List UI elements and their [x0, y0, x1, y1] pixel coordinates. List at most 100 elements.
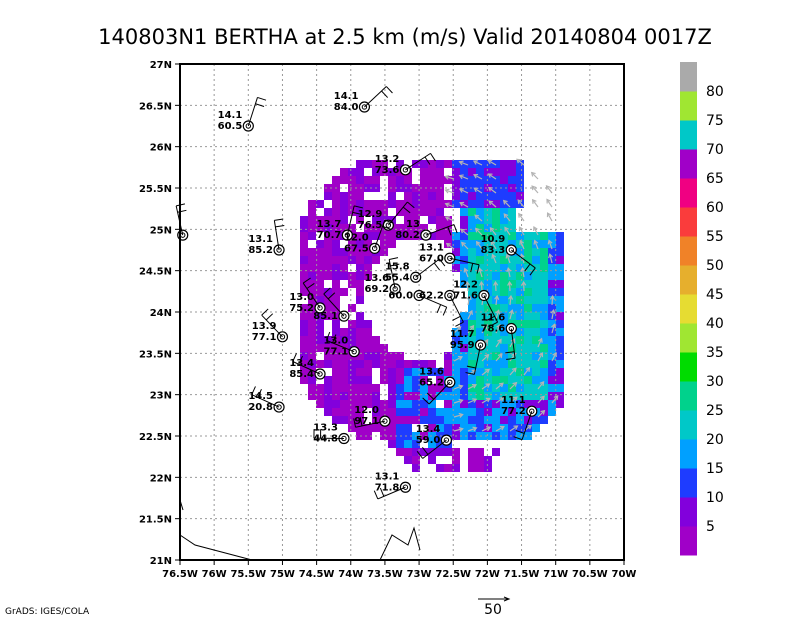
field-cell [420, 416, 428, 424]
wind-barb [326, 339, 355, 353]
wind-vector-head [482, 324, 488, 330]
field-cell [476, 296, 484, 304]
field-cell [492, 304, 500, 312]
field-cell [476, 304, 484, 312]
wind-vector [537, 410, 545, 418]
field-cell [500, 328, 508, 336]
x-tick-label: 71W [543, 569, 568, 580]
field-cell [356, 240, 364, 248]
field-cell [500, 256, 508, 264]
field-cell [332, 400, 340, 408]
y-tick-label: 26N [150, 143, 172, 154]
field-cell [532, 416, 540, 424]
y-tick-label: 22.5N [139, 432, 172, 443]
field-cell [476, 264, 484, 272]
y-tick-label: 23N [150, 391, 172, 402]
field-cell [516, 288, 524, 296]
station-label-top: 13.3 [313, 422, 338, 433]
field-cell [484, 296, 492, 304]
field-cell [484, 216, 492, 224]
field-cell [396, 360, 404, 368]
wind-vector [533, 226, 539, 236]
colorbar-label: 30 [706, 374, 724, 390]
field-cell [452, 192, 460, 200]
wind-barb [292, 361, 321, 375]
field-cell [524, 392, 532, 400]
wind-barb-flag [439, 258, 446, 267]
station-marker: 13.075.2 [289, 277, 326, 314]
field-cell [396, 440, 404, 448]
field-cell [492, 208, 500, 216]
field-cell [364, 232, 372, 240]
field-cell [340, 376, 348, 384]
field-cell [516, 368, 524, 376]
wind-vector-head [460, 228, 466, 234]
field-cell [452, 248, 460, 256]
field-cell [524, 288, 532, 296]
wind-vector [467, 296, 471, 306]
wind-vector [478, 268, 483, 278]
wind-barb-flag [352, 211, 362, 215]
y-tick-label: 25.5N [139, 184, 172, 195]
field-cell [556, 256, 564, 264]
wind-vector [487, 159, 497, 166]
station-circle-inner [276, 404, 282, 410]
field-cell [324, 360, 332, 368]
field-cell [300, 272, 308, 280]
field-cell [308, 232, 316, 240]
y-tick-label: 24.5N [139, 267, 172, 278]
wind-vector-head [553, 395, 559, 401]
field-cell [428, 424, 436, 432]
field-cell [484, 272, 492, 280]
station-marker: 11.795.9 [450, 329, 487, 375]
field-cell [444, 448, 452, 456]
field-cell [468, 400, 476, 408]
station-marker: 13.273.6 [375, 152, 436, 176]
wind-barb [364, 86, 387, 108]
wind-barb-flag [385, 86, 393, 94]
field-cell [372, 168, 380, 176]
wind-vector [495, 324, 501, 334]
field-cell [372, 336, 380, 344]
wind-vector [548, 240, 553, 250]
field-cell [300, 328, 308, 336]
station-circle-inner [423, 232, 429, 238]
wind-vector-head [472, 160, 478, 165]
wind-vector [546, 185, 553, 194]
field-cell [556, 400, 564, 408]
field-cell [484, 176, 492, 184]
wind-barb [261, 314, 283, 338]
wind-vector-head [464, 280, 471, 286]
wind-barb-flag [306, 283, 315, 289]
field-cell [300, 368, 308, 376]
field-cell [452, 464, 460, 472]
station-label-bottom: 62.2 [419, 290, 444, 301]
field-cell [356, 328, 364, 336]
field-cell [492, 408, 500, 416]
field-cell [332, 416, 340, 424]
field-cell [396, 384, 404, 392]
field-cell [396, 392, 404, 400]
wind-vector [509, 396, 518, 404]
field-cell [436, 168, 444, 176]
wind-vector [474, 214, 483, 222]
field-cell [524, 304, 532, 312]
field-cell [308, 304, 316, 312]
field-cell [396, 232, 404, 240]
field-cell [356, 176, 364, 184]
field-cell [444, 392, 452, 400]
field-cell [420, 376, 428, 384]
field-cell [468, 304, 476, 312]
wind-barb-flag [426, 392, 435, 400]
field-cell [380, 432, 388, 440]
wind-vector [523, 367, 530, 376]
field-cell [388, 240, 396, 248]
field-cell [532, 288, 540, 296]
field-cell [532, 320, 540, 328]
station-label-bottom: 77.1 [323, 347, 348, 358]
station-label-bottom: 80.2 [395, 230, 420, 241]
wind-vector-head [475, 240, 481, 246]
wind-vector [480, 281, 483, 292]
wind-barb [415, 258, 440, 278]
